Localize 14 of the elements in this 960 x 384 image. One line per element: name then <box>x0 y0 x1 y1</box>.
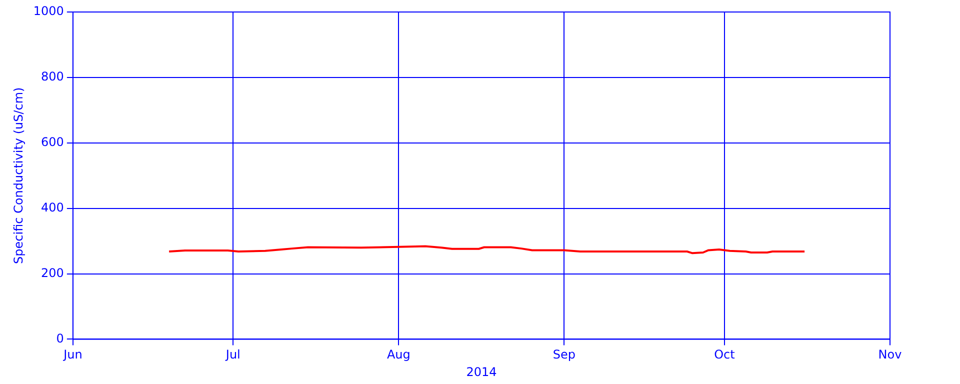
x-tick-label: Jul <box>224 348 240 362</box>
y-tick-label: 200 <box>41 266 64 280</box>
y-tick-label: 0 <box>56 331 64 346</box>
x-tick-label: Aug <box>386 348 410 362</box>
y-axis-title: Specific Conductivity (uS/cm) <box>11 87 26 264</box>
x-tick-label: Sep <box>552 348 576 362</box>
x-tick-label: Jun <box>62 348 82 362</box>
y-tick-label: 600 <box>41 135 64 150</box>
y-tick-label: 800 <box>41 70 64 84</box>
x-tick-label: Oct <box>714 348 736 362</box>
x-axis-title: 2014 <box>466 364 497 379</box>
y-tick-label: 400 <box>41 200 64 214</box>
x-tick-label: Nov <box>878 348 902 362</box>
y-tick-label: 1000 <box>33 4 64 18</box>
